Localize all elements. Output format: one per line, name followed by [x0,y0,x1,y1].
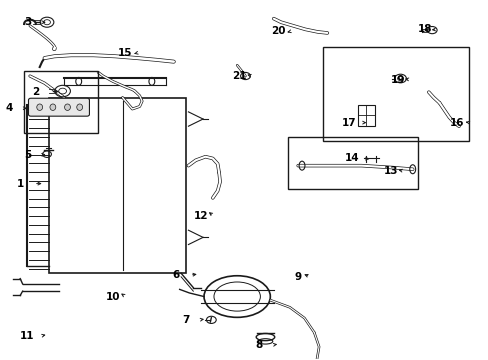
Bar [288,137,417,189]
Text: 12: 12 [193,211,207,221]
Ellipse shape [77,104,82,111]
Text: 6: 6 [172,270,180,280]
Text: 16: 16 [448,118,463,128]
Bar [322,47,468,141]
Text: 17: 17 [341,118,356,128]
Text: 14: 14 [344,153,358,163]
Text: 20: 20 [271,26,285,36]
Text: 2: 2 [32,87,40,97]
Text: 18: 18 [417,24,431,35]
Text: 4: 4 [6,103,13,113]
Bar [357,105,374,126]
Ellipse shape [64,104,70,111]
Text: 13: 13 [383,166,397,176]
Text: 5: 5 [24,150,31,160]
Text: 10: 10 [105,292,120,302]
Ellipse shape [50,104,56,111]
Text: 1: 1 [17,179,24,189]
Bar [49,98,185,273]
Text: 8: 8 [255,340,262,350]
Ellipse shape [37,104,42,111]
Text: 9: 9 [294,272,301,282]
Bar [24,71,98,133]
Text: 21: 21 [232,71,246,81]
Text: 7: 7 [182,315,189,325]
Text: 3: 3 [24,17,31,27]
Text: 15: 15 [118,48,132,58]
Text: 19: 19 [390,75,405,85]
Text: 11: 11 [20,331,35,341]
FancyBboxPatch shape [28,98,89,116]
